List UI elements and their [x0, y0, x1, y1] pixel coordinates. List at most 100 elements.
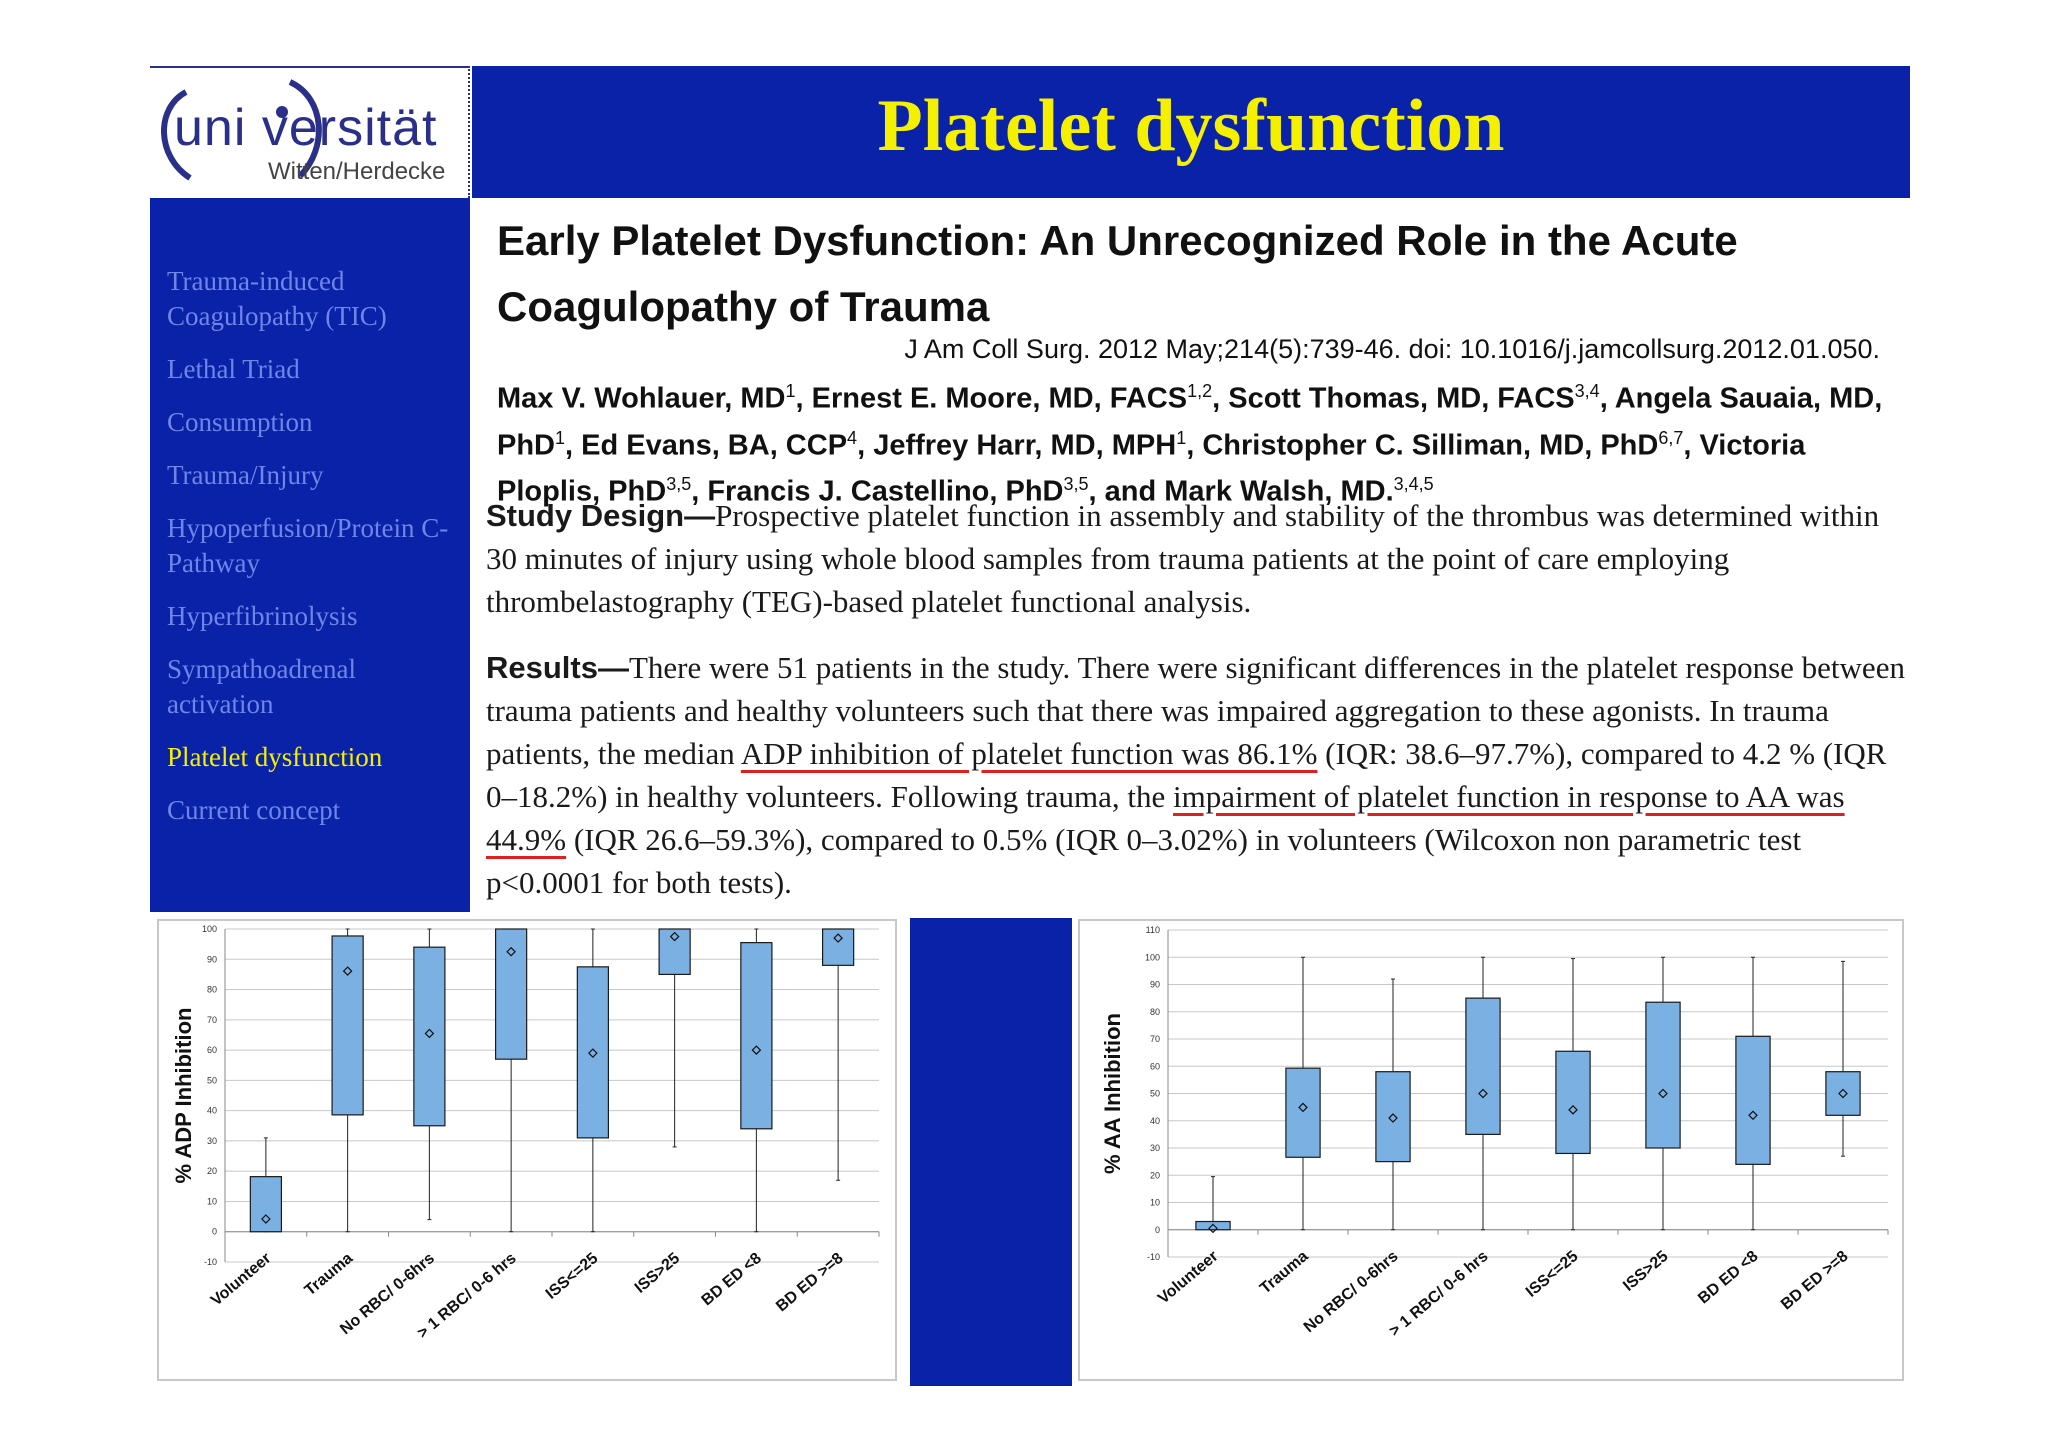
y-tick-label: 30 [207, 1136, 217, 1146]
box [1375, 1071, 1411, 1163]
x-tick-label: Trauma [1257, 1248, 1312, 1298]
y-tick-label: 40 [207, 1106, 217, 1116]
study-design-paragraph: Study Design—Prospective platelet functi… [486, 494, 1906, 623]
sidebar-item-current-concept[interactable]: Current concept [167, 795, 341, 825]
adp-chart-frame: -10 0 10 20 30 40 50 60 70 80 90 100 % ADP Inhibitio… [157, 919, 897, 1381]
logo-swoosh-icon [161, 79, 322, 181]
median-marker [1388, 1113, 1398, 1123]
median-marker [751, 1045, 762, 1055]
sidebar-item-trauma-injury[interactable]: Trauma/Injury [167, 460, 324, 490]
results-text-2: (IQR: 38.6–97.7%), compared to 4.2 % (IQ… [486, 736, 1887, 814]
sidebar-item-lethal-triad[interactable]: Lethal Triad [167, 354, 300, 384]
sidebar-item-sympathoadrenal[interactable]: Sympathoadrenal activation [167, 654, 356, 719]
y-tick-label: 60 [1150, 1061, 1160, 1071]
y-tick-label: 50 [207, 1075, 217, 1085]
logo-wordmark: uni versität [174, 99, 438, 157]
box [740, 942, 773, 1130]
sidebar-item-tic[interactable]: Trauma-induced Coagulopathy (TIC) [167, 266, 387, 331]
median-marker [424, 1028, 435, 1039]
y-tick-label: -10 [204, 1257, 217, 1267]
y-axis-label: % ADP Inhibition [171, 1008, 196, 1184]
median-marker [506, 946, 516, 957]
y-axis-label: % AA Inhibition [1100, 1013, 1125, 1174]
y-tick-label: 30 [1150, 1143, 1160, 1153]
x-tick-label: Trauma [302, 1250, 357, 1300]
x-tick-label: BD ED <8 [699, 1250, 766, 1310]
sidebar-item-platelet-dysfunction[interactable]: Platelet dysfunction [167, 742, 383, 772]
y-tick-label: 90 [207, 954, 217, 964]
sidebar-item-consumption[interactable]: Consumption [167, 407, 313, 437]
x-tick-label: BD ED >=8 [1778, 1248, 1852, 1314]
author-affiliation: 1,2 [1187, 381, 1213, 401]
median-marker [1298, 1102, 1308, 1113]
box [1825, 1071, 1861, 1116]
author-name: Angela Sauaia, MD, PhD [497, 382, 1883, 462]
author-name: Ernest E. Moore, MD, FACS [811, 382, 1188, 415]
aa-inhibition-chart: -10 0 10 20 30 40 50 60 70 80 90 100 110 % AA Inhibit… [1100, 925, 1889, 1340]
article-title: Early Platelet Dysfunction: An Unrecogni… [497, 217, 1738, 330]
results-highlight-aa: impairment of platelet function in respo… [486, 779, 1845, 857]
x-tick-label: ISS>25 [1620, 1248, 1672, 1295]
y-tick-label: 10 [207, 1196, 217, 1206]
box [413, 946, 446, 1127]
y-tick-label: 80 [1150, 1007, 1160, 1017]
author-affiliation: 1 [785, 381, 796, 401]
box [658, 928, 691, 976]
median-marker [342, 966, 353, 976]
x-tick-label: > 1 RBC/ 0-6 hrs [1386, 1248, 1491, 1340]
y-tick-label: 70 [207, 1015, 217, 1025]
y-tick-label: -10 [1147, 1252, 1160, 1262]
results-highlight-adp: ADP inhibition of platelet function was … [740, 736, 1318, 771]
box [1735, 1035, 1771, 1165]
box [1195, 1220, 1231, 1231]
article-citation: J Am Coll Surg. 2012 May;214(5):739-46. … [904, 334, 1880, 364]
y-tick-label: 0 [1155, 1225, 1160, 1235]
y-tick-label: 100 [1145, 952, 1160, 962]
y-tick-label: 60 [207, 1045, 217, 1055]
box [1285, 1067, 1321, 1158]
article-authors: Max V. Wohlauer, MD1, Ernest E. Moore, M… [497, 381, 1883, 508]
x-tick-label: Volunteer [208, 1250, 275, 1310]
median-marker [261, 1214, 271, 1224]
y-tick-label: 80 [207, 985, 217, 995]
x-tick-label: No RBC/ 0-6hrs [1301, 1248, 1402, 1337]
box [1645, 1001, 1681, 1149]
slide-title: Platelet dysfunction [877, 85, 1505, 167]
median-marker [833, 933, 843, 943]
sidebar-item-hypoperfusion[interactable]: Hypoperfusion/Protein C-Pathway [167, 513, 449, 578]
author-name: Victoria Ploplis, PhD [497, 429, 1806, 508]
study-design-text: Prospective platelet function in assembl… [486, 498, 1880, 619]
study-design-lead: Study Design— [486, 498, 716, 533]
median-marker [1658, 1088, 1668, 1099]
blue-divider-block [910, 918, 1072, 1386]
title-bar: Platelet dysfunction [472, 66, 1910, 198]
y-tick-label: 50 [1150, 1089, 1160, 1099]
author-affiliation: 4 [847, 427, 858, 448]
x-tick-label: ISS<=25 [1523, 1248, 1582, 1301]
y-tick-label: 100 [202, 924, 217, 934]
box [1555, 1050, 1591, 1155]
author-affiliation: 3,5 [666, 474, 692, 495]
median-marker [1208, 1223, 1218, 1234]
author-affiliation: 1 [555, 427, 566, 448]
y-tick-label: 0 [212, 1227, 217, 1237]
box [494, 928, 528, 1060]
author-affiliation: 3,4 [1574, 381, 1600, 401]
author-affiliation: 3,4,5 [1393, 474, 1434, 495]
box [576, 966, 610, 1139]
median-marker [669, 931, 680, 942]
median-marker [1838, 1088, 1848, 1099]
x-tick-label: ISS<=25 [543, 1250, 602, 1303]
sidebar-nav: Trauma-induced Coagulopathy (TIC) Lethal… [150, 198, 470, 912]
median-marker [1568, 1105, 1578, 1115]
box [821, 928, 855, 966]
x-tick-label: BD ED >=8 [773, 1250, 847, 1316]
median-marker [1478, 1088, 1488, 1099]
results-text-1: There were 51 patients in the study. The… [486, 650, 1905, 771]
sidebar-item-hyperfibrinolysis[interactable]: Hyperfibrinolysis [167, 601, 358, 631]
author-name: and Mark Walsh, MD. [1104, 475, 1394, 508]
x-tick-label: ISS>25 [632, 1250, 684, 1297]
aa-chart-frame: -10 0 10 20 30 40 50 60 70 80 90 100 110 % AA Inhibit… [1078, 919, 1904, 1381]
y-tick-label: 20 [207, 1166, 217, 1176]
box [331, 935, 364, 1116]
